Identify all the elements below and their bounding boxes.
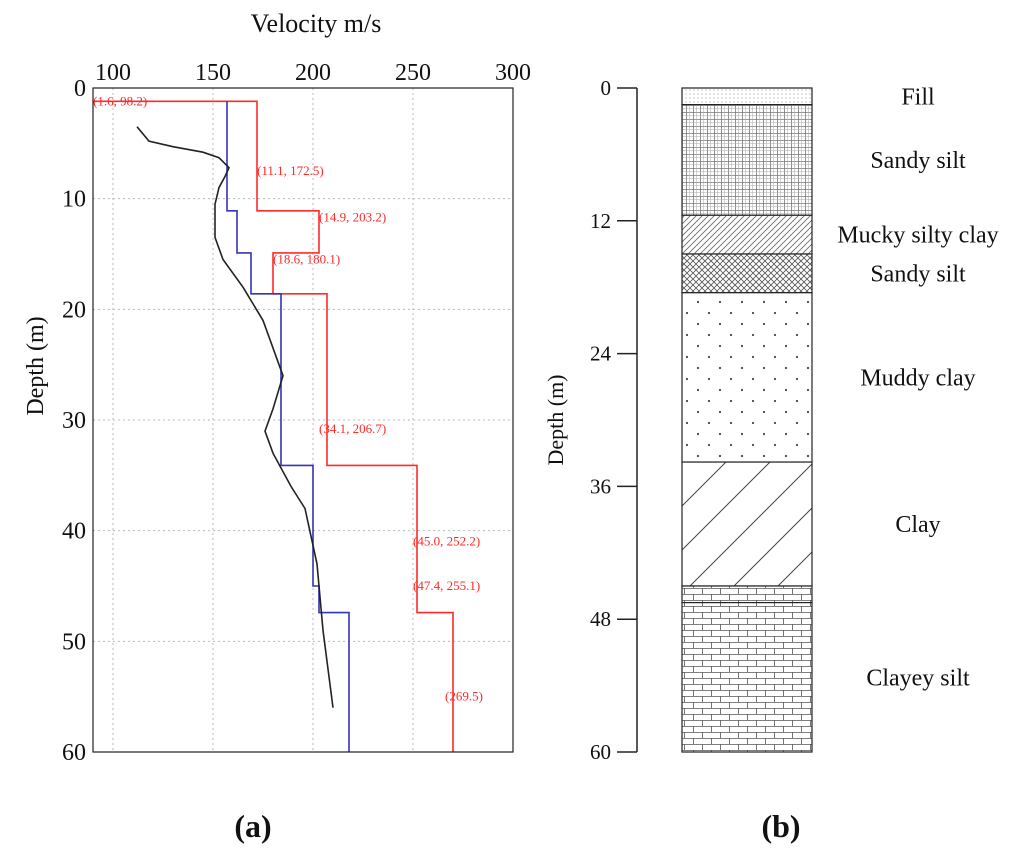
layer-label: Clay bbox=[895, 512, 940, 538]
soil-layer bbox=[681, 253, 813, 294]
data-label: (47.4, 255.1) bbox=[413, 578, 480, 593]
soil-layer bbox=[681, 214, 813, 255]
y-tick-label: 20 bbox=[62, 297, 86, 323]
y-tick-label: 50 bbox=[62, 629, 86, 655]
series-red-profile bbox=[93, 100, 454, 752]
layer-label: Muddy clay bbox=[860, 365, 975, 391]
data-label: (14.9, 203.2) bbox=[319, 209, 386, 224]
velocity-depth-chart: Velocity m/s Depth (m) 100 150 200 250 30001… bbox=[23, 9, 531, 844]
y-tick-label: 10 bbox=[62, 187, 86, 213]
depth-ticks: 0 12 24 36 48 60 bbox=[590, 76, 637, 764]
layer-label: Clayey silt bbox=[866, 665, 970, 691]
y-axis-label: Depth (m) bbox=[23, 316, 49, 415]
x-tick-label: 250 bbox=[395, 60, 431, 86]
x-tick-label: 100 bbox=[95, 60, 131, 86]
layer-labels: Fill Sandy silt Mucky silty clay Sandy silt… bbox=[837, 84, 998, 691]
y-axis-label-b: Depth (m) bbox=[543, 374, 568, 465]
series-black-profile bbox=[136, 126, 334, 708]
layer-label: Sandy silt bbox=[870, 148, 966, 174]
panel-label-a: (a) bbox=[234, 808, 271, 844]
data-label: (18.6, 180.1) bbox=[273, 252, 340, 267]
y-tick-label: 60 bbox=[62, 740, 86, 766]
grid-lines bbox=[93, 87, 514, 753]
y-tick-label: 40 bbox=[62, 519, 86, 545]
data-label: (1.6, 98.2) bbox=[93, 93, 147, 108]
layer-label: Mucky silty clay bbox=[837, 223, 998, 249]
plot-frame bbox=[92, 87, 514, 753]
layer-label: Sandy silt bbox=[870, 261, 966, 287]
depth-tick-label: 0 bbox=[601, 76, 612, 100]
x-tick-label: 200 bbox=[295, 60, 331, 86]
soil-layer bbox=[681, 601, 813, 753]
soil-profile-column: Depth (m) 0 12 24 36 48 60 Fill Sandy silt Muck… bbox=[543, 76, 999, 844]
soil-layer bbox=[681, 292, 813, 463]
y-tick-label: 30 bbox=[62, 408, 86, 434]
y-tick-label: 0 bbox=[74, 76, 86, 102]
panel-label-a-letter: a bbox=[245, 808, 261, 844]
data-annotations: (1.6, 98.2) (11.1, 172.5) (14.9, 203.2) (18… bbox=[93, 93, 483, 703]
chart-title: Velocity m/s bbox=[251, 9, 382, 38]
soil-layer bbox=[681, 103, 813, 216]
x-tick-label: 300 bbox=[495, 60, 531, 86]
axis-ticks: 100 150 200 250 300 0 10 20 30 40 50 60 bbox=[62, 60, 531, 766]
depth-tick-label: 24 bbox=[590, 342, 612, 366]
data-label: (34.1, 206.7) bbox=[319, 421, 386, 436]
data-label: (269.5) bbox=[445, 689, 483, 704]
series-lines bbox=[93, 100, 454, 752]
x-tick-label: 150 bbox=[195, 60, 231, 86]
depth-tick-label: 36 bbox=[590, 474, 611, 498]
soil-layer bbox=[681, 461, 813, 587]
depth-tick-label: 12 bbox=[590, 209, 611, 233]
layer-label: Fill bbox=[901, 84, 935, 110]
soil-layers bbox=[681, 87, 813, 753]
soil-layer bbox=[681, 87, 813, 106]
depth-tick-label: 48 bbox=[590, 607, 611, 631]
soil-layer bbox=[681, 585, 813, 604]
data-label: (11.1, 172.5) bbox=[257, 163, 324, 178]
depth-tick-label: 60 bbox=[590, 740, 611, 764]
panel-label-b-letter: b bbox=[772, 808, 790, 844]
panel-label-b: (b) bbox=[761, 808, 800, 844]
data-label: (45.0, 252.2) bbox=[413, 534, 480, 549]
